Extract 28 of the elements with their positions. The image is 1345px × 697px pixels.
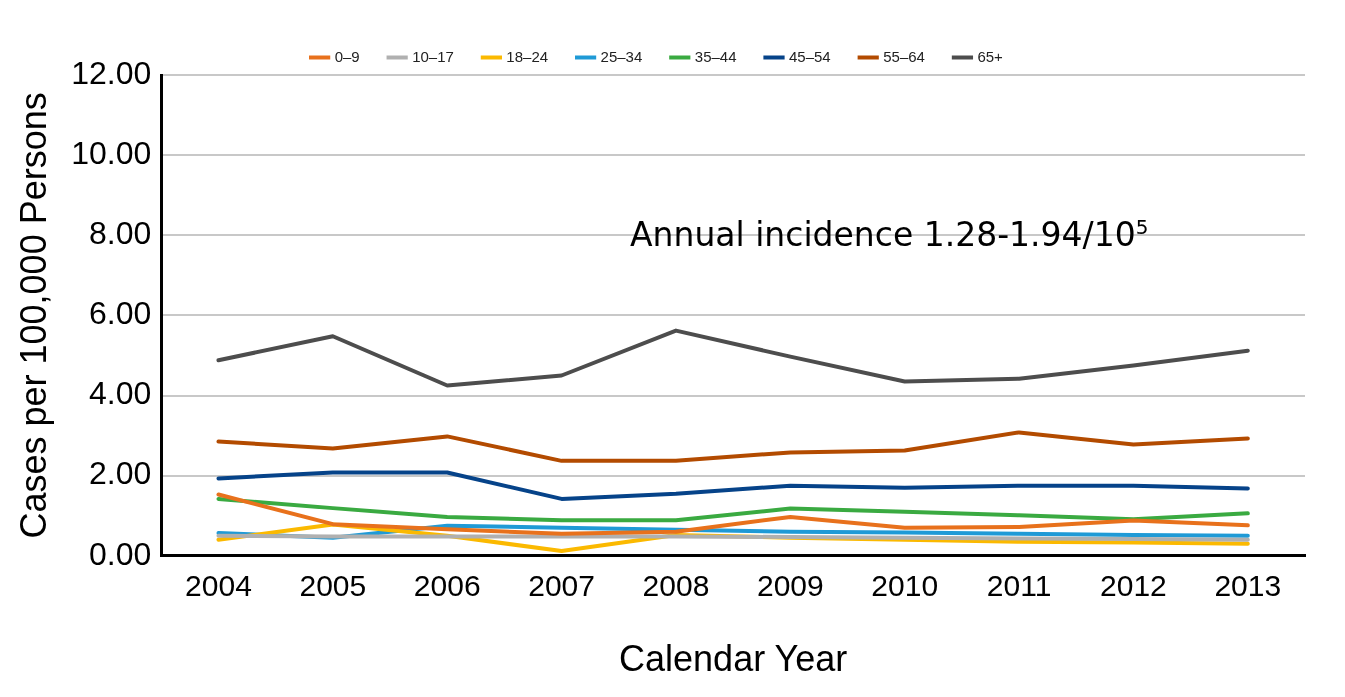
legend-label: 35–44 [694,47,737,65]
x-tick-label: 2013 [1214,569,1282,603]
legend-label: 10–17 [412,47,454,65]
y-axis-title: Cases per 100,000 Persons [12,92,54,539]
y-tick-label: 2.00 [89,455,152,492]
y-tick-label: 10.00 [71,134,152,171]
x-tick-label: 2004 [185,569,252,603]
y-tick-label: 8.00 [89,215,152,252]
x-tick-label: 2005 [299,569,367,603]
x-tick-label: 2006 [413,569,481,603]
x-tick-label: 2011 [986,569,1052,603]
legend-label: 0–9 [334,47,360,65]
y-tick-label: 12.00 [71,54,152,91]
annotation: Annual incidence 1.28-1.94/10$^{5}$ [630,215,1149,254]
x-tick-label: 2008 [642,569,710,603]
x-tick-label: 2010 [871,569,939,603]
legend-label: 65+ [977,47,1004,65]
y-tick-label: 4.00 [89,375,152,412]
legend-label: 25–34 [600,47,643,65]
x-tick-label: 2012 [1100,569,1167,603]
x-tick-label: 2007 [528,569,595,603]
legend-label: 45–54 [789,47,831,65]
legend-label: 55–64 [883,47,925,65]
y-tick-label: 0.00 [89,535,152,572]
x-axis-title: Calendar Year [619,638,848,680]
x-tick-label: 2009 [756,569,824,603]
legend-label: 18–24 [506,47,549,65]
y-tick-label: 6.00 [89,295,152,332]
